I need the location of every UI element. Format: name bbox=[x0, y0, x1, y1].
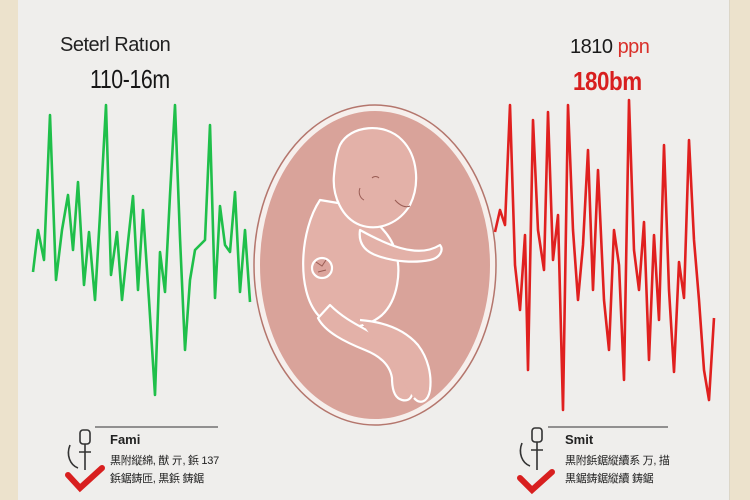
right-panel-title: 1810 ppn bbox=[570, 36, 650, 58]
right-note-line-1: 黒附鋲鋸縦續系 万, 描 bbox=[565, 455, 670, 467]
right-edge-strip bbox=[730, 0, 750, 500]
right-probe-icon bbox=[519, 427, 543, 470]
right-note-heading: Smit bbox=[565, 432, 594, 447]
right-edge-divider bbox=[729, 0, 730, 500]
right-note-line-2: 黒鋸鋳鋸縦續 鋳鋸 bbox=[565, 473, 654, 485]
womb-outline bbox=[253, 104, 497, 426]
left-panel-value: 110-16m bbox=[90, 64, 170, 94]
left-note-line-1: 黒附縦綿, 猷 亓, 鋲 137 bbox=[110, 455, 219, 467]
left-probe-icon bbox=[67, 429, 91, 470]
left-panel-title: Seterl Ratıon bbox=[60, 34, 171, 56]
left-check-mark-icon bbox=[65, 465, 105, 493]
right-heart-trace bbox=[493, 98, 716, 412]
fetus-icon bbox=[302, 127, 443, 403]
left-heart-trace bbox=[31, 103, 252, 397]
left-edge-strip bbox=[0, 0, 18, 500]
left-note-line-2: 鋲鋸鋳匝, 黒鋲 鋳鋸 bbox=[110, 473, 204, 485]
left-note-heading: Fami bbox=[110, 432, 141, 447]
right-check-mark-icon bbox=[517, 469, 555, 495]
fetus-details bbox=[315, 176, 411, 273]
right-panel-value: 180bm bbox=[573, 66, 642, 96]
